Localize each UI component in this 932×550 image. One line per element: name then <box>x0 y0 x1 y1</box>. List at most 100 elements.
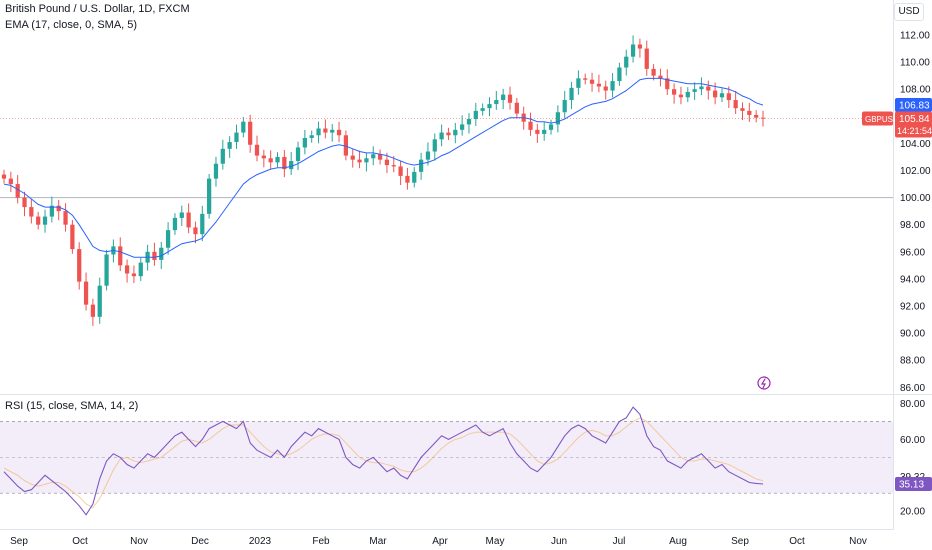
candle <box>275 152 280 168</box>
symbol-legend[interactable]: British Pound / U.S. Dollar, 1D, FXCM <box>5 3 190 15</box>
candle <box>282 150 287 178</box>
axes: 112.00110.00108.00106.00104.00102.00100.… <box>10 31 931 548</box>
candle-body <box>391 165 396 167</box>
time-tick-label: Aug <box>669 536 687 547</box>
candle-body <box>719 93 725 98</box>
candle <box>699 77 704 96</box>
currency-selector[interactable]: USD <box>894 3 924 21</box>
candle <box>302 129 307 155</box>
candle-body <box>576 78 581 88</box>
time-tick-label: Mar <box>369 536 387 547</box>
ema-line <box>3 77 764 258</box>
candle-body <box>384 159 390 166</box>
candle <box>97 277 102 324</box>
candle-body <box>466 119 472 125</box>
candle <box>610 73 615 98</box>
candle-body <box>542 129 547 134</box>
candle <box>644 40 649 76</box>
candle-body <box>289 161 294 170</box>
candle-body <box>343 135 349 156</box>
ema-value-text: 106.83 <box>899 101 930 112</box>
candle-body <box>685 91 690 98</box>
candle <box>371 146 376 166</box>
candle-body <box>480 108 485 111</box>
candle <box>747 102 752 122</box>
candle <box>377 149 383 165</box>
countdown-text: 14:21:54 <box>897 126 932 136</box>
ema-polyline <box>3 77 764 258</box>
candle <box>446 127 451 141</box>
candle-body <box>336 129 342 136</box>
candle <box>234 124 239 149</box>
candle-body <box>726 93 731 101</box>
candle <box>179 205 184 226</box>
candle <box>22 191 27 217</box>
candle-body <box>637 44 643 49</box>
candle <box>138 257 143 281</box>
rsi-tick-label: 20.00 <box>900 507 925 518</box>
candle-body <box>501 94 506 101</box>
candle-body <box>555 112 560 125</box>
candle-body <box>323 128 328 133</box>
candle <box>569 82 574 110</box>
candle-body <box>165 230 171 248</box>
candle <box>8 171 13 193</box>
ema-legend[interactable]: EMA (17, close, 0, SMA, 5) <box>5 19 138 31</box>
candle <box>29 199 34 224</box>
candle-body <box>357 159 362 163</box>
candle-body <box>740 108 745 111</box>
candle-body <box>295 147 301 162</box>
candle-body <box>453 129 458 136</box>
candle <box>70 219 75 254</box>
symbol-badge-text: GBPUSD <box>865 115 899 124</box>
candle <box>56 199 61 221</box>
candle-body <box>186 212 191 228</box>
alert-icon[interactable] <box>757 376 771 390</box>
candle-body <box>77 249 82 282</box>
candle-body <box>29 207 34 217</box>
candle <box>186 203 191 234</box>
candle <box>248 114 253 153</box>
rsi-ma-line <box>3 417 764 509</box>
candle <box>617 62 622 86</box>
candle-body <box>699 86 704 90</box>
candle-body <box>507 94 513 103</box>
candle <box>692 82 697 100</box>
candle-body <box>425 151 431 160</box>
candle-body <box>200 213 205 235</box>
candle-body <box>207 178 212 214</box>
candle-body <box>42 216 48 225</box>
price-candles <box>1 35 766 326</box>
candle <box>678 86 684 105</box>
candle-body <box>665 78 670 90</box>
rsi-tick-label: 80.00 <box>900 399 925 410</box>
candle-body <box>22 197 27 208</box>
price-tick-label: 110.00 <box>900 58 930 69</box>
candle-body <box>220 148 225 164</box>
candle <box>63 203 68 232</box>
candle <box>295 141 301 171</box>
candle-body <box>104 254 109 286</box>
candle-body <box>241 121 246 133</box>
candle-body <box>528 121 533 130</box>
symbol-badge <box>862 111 893 126</box>
candle <box>651 64 656 81</box>
price-tick-label: 86.00 <box>900 383 925 394</box>
rsi-value-text: 35.13 <box>899 480 924 491</box>
price-tick-label: 90.00 <box>900 329 925 340</box>
candle-body <box>473 110 478 120</box>
candle <box>118 237 123 272</box>
candle <box>624 49 629 76</box>
rsi-legend[interactable]: RSI (15, close, SMA, 14, 2) <box>5 400 139 412</box>
candle <box>501 88 506 110</box>
candle-body <box>83 281 89 305</box>
candle <box>630 35 636 63</box>
price-tick-label: 98.00 <box>900 220 925 231</box>
candle-body <box>754 114 759 118</box>
time-tick-label: Oct <box>789 536 805 547</box>
candle <box>583 73 588 85</box>
candle-body <box>583 78 588 80</box>
time-tick-label: May <box>486 536 505 547</box>
candle-body <box>309 135 314 138</box>
